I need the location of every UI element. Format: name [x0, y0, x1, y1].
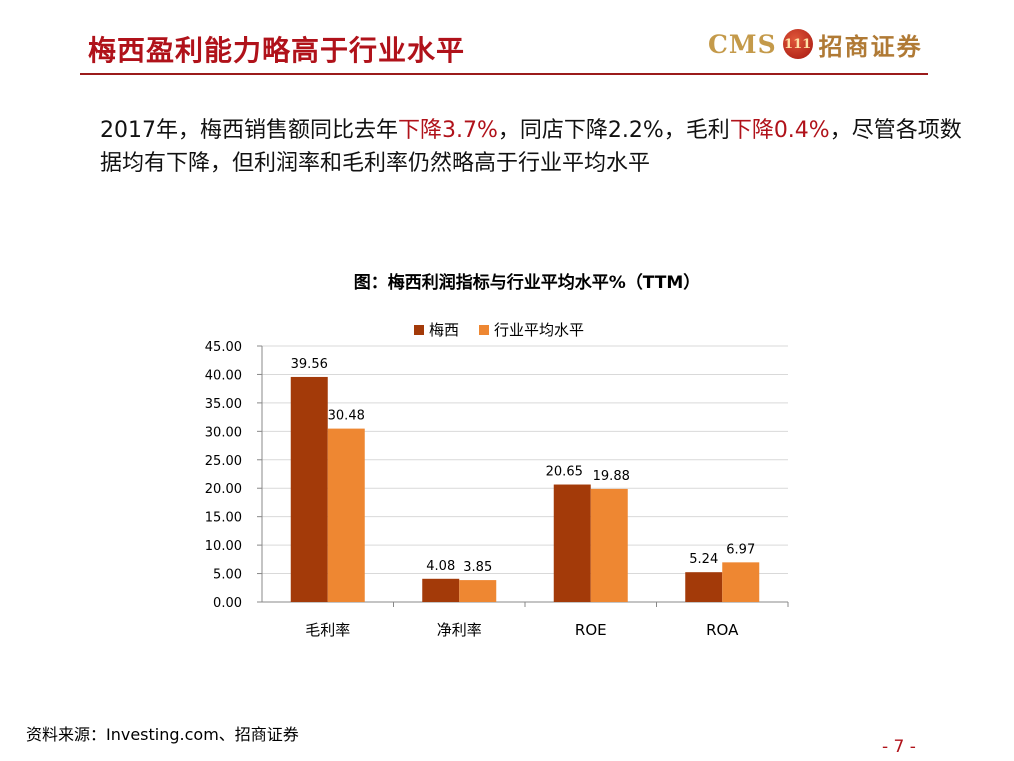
- data-label: 3.85: [463, 560, 492, 575]
- bar: [327, 428, 365, 602]
- x-tick-label: 毛利率: [305, 621, 350, 639]
- bar: [422, 578, 460, 602]
- summary-text-1: 2017年，梅西销售额同比去年: [100, 118, 398, 143]
- summary-paragraph: 2017年，梅西销售额同比去年下降3.7%，同店下降2.2%，毛利下降0.4%，…: [100, 114, 970, 180]
- legend-label: 行业平均水平: [494, 321, 584, 339]
- x-tick-label: 净利率: [437, 621, 482, 639]
- legend-swatch: [414, 325, 424, 335]
- bar: [459, 580, 497, 602]
- summary-text-2: ，同店下降2.2%，毛利: [497, 118, 730, 143]
- y-tick-label: 20.00: [205, 482, 242, 497]
- y-tick-label: 5.00: [213, 568, 242, 583]
- x-tick-label: ROA: [706, 621, 739, 639]
- logo-company-name: 招商证券: [818, 31, 923, 61]
- data-label: 39.56: [291, 357, 328, 372]
- page-number: - 7 -: [882, 737, 916, 757]
- data-label: 19.88: [593, 469, 630, 484]
- x-tick-label: ROE: [575, 621, 607, 639]
- data-label: 4.08: [426, 559, 455, 574]
- data-label: 30.48: [328, 409, 365, 424]
- summary-highlight-sales: 下降3.7%: [398, 118, 498, 143]
- logo-cms-text: CMS: [708, 29, 777, 59]
- data-label: 5.24: [689, 552, 718, 567]
- bar: [590, 488, 628, 602]
- data-label: 20.65: [546, 465, 583, 480]
- y-tick-label: 10.00: [205, 539, 242, 554]
- bar: [290, 376, 328, 602]
- y-tick-label: 35.00: [205, 397, 242, 412]
- data-label: 6.97: [726, 542, 755, 557]
- y-tick-label: 30.00: [205, 425, 242, 440]
- y-tick-label: 0.00: [213, 596, 242, 611]
- y-tick-label: 40.00: [205, 368, 242, 383]
- y-tick-label: 25.00: [205, 454, 242, 469]
- logo-seal-icon: 111: [782, 29, 813, 59]
- bar: [685, 572, 723, 602]
- bar: [722, 562, 760, 602]
- bar: [553, 484, 591, 602]
- cms-logo: CMS 111 招商证券: [708, 26, 923, 62]
- page-title: 梅西盈利能力略高于行业水平: [88, 34, 466, 67]
- header-divider: [80, 73, 928, 75]
- chart-title: 图：梅西利润指标与行业平均水平%（TTM）: [353, 273, 701, 293]
- summary-highlight-margin: 下降0.4%: [729, 118, 830, 143]
- y-tick-label: 45.00: [205, 340, 242, 355]
- summary-text-3: ，尽管各项数据均有下降，但利润率和毛利率仍然略高于行业平均水平: [100, 118, 962, 176]
- legend-swatch: [479, 325, 489, 335]
- source-note: 资料来源：Investing.com、招商证券: [26, 725, 299, 744]
- y-tick-label: 15.00: [205, 511, 242, 526]
- legend-label: 梅西: [429, 321, 459, 339]
